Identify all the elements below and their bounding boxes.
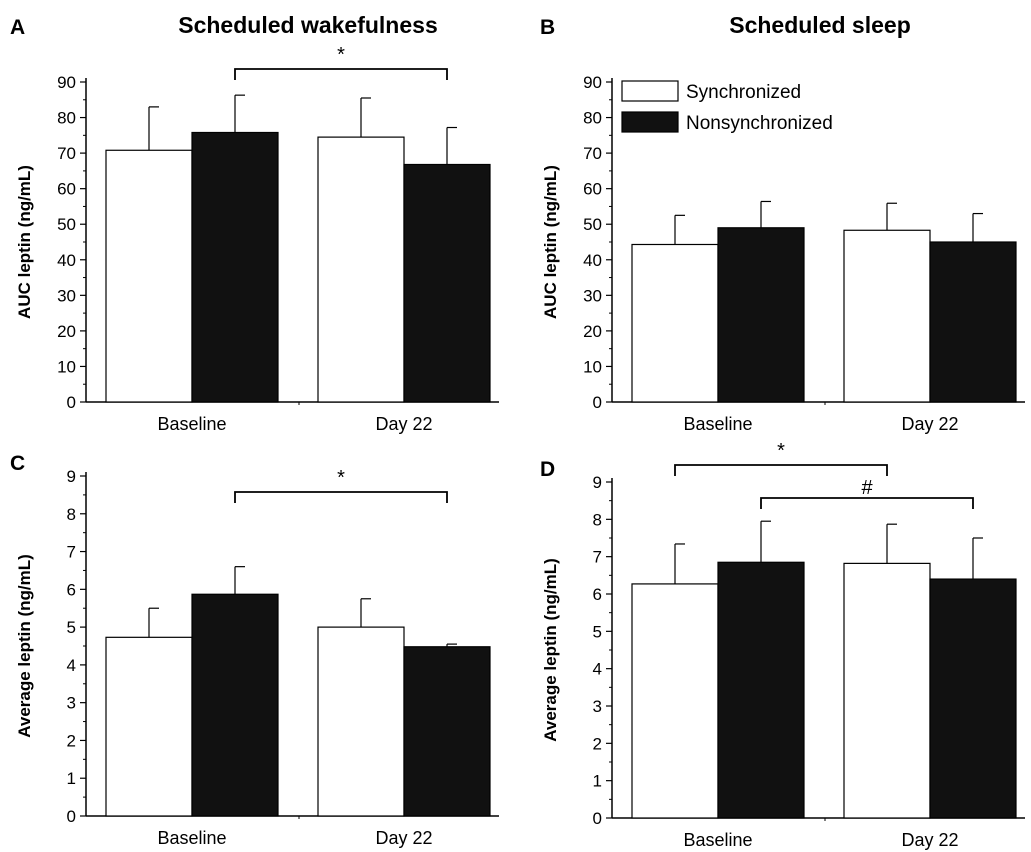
y-tick-label: 90 bbox=[57, 73, 76, 92]
y-tick-label: 30 bbox=[583, 286, 602, 305]
legend-swatch bbox=[621, 111, 679, 133]
significance-label: * bbox=[337, 467, 345, 489]
bar bbox=[631, 583, 719, 819]
y-tick-label: 0 bbox=[593, 393, 602, 412]
y-tick-label: 70 bbox=[583, 144, 602, 163]
y-tick-label: 60 bbox=[583, 180, 602, 199]
y-tick-label: 70 bbox=[57, 144, 76, 163]
y-tick-label: 4 bbox=[67, 656, 76, 675]
y-tick-label: 50 bbox=[57, 215, 76, 234]
bar bbox=[403, 646, 491, 817]
bar bbox=[929, 578, 1017, 819]
category-label: Day 22 bbox=[901, 414, 958, 434]
y-tick-label: 10 bbox=[57, 357, 76, 376]
y-tick-label: 2 bbox=[593, 734, 602, 753]
bar bbox=[317, 136, 405, 403]
y-tick-label: 1 bbox=[593, 772, 602, 791]
bar bbox=[843, 562, 931, 819]
y-tick-label: 0 bbox=[67, 807, 76, 826]
category-label: Day 22 bbox=[901, 830, 958, 850]
y-tick-label: 20 bbox=[57, 322, 76, 341]
y-tick-label: 30 bbox=[57, 286, 76, 305]
y-tick-label: 9 bbox=[593, 473, 602, 492]
y-tick-label: 0 bbox=[67, 393, 76, 412]
bar bbox=[631, 243, 719, 403]
category-label: Baseline bbox=[683, 830, 752, 850]
y-tick-label: 7 bbox=[67, 543, 76, 562]
significance-bracket bbox=[234, 68, 448, 80]
bar bbox=[105, 636, 193, 817]
y-tick-label: 7 bbox=[593, 548, 602, 567]
significance-label: # bbox=[861, 477, 873, 499]
y-tick-label: 8 bbox=[67, 505, 76, 524]
legend-label: Nonsynchronized bbox=[686, 113, 833, 134]
y-tick-label: 3 bbox=[593, 697, 602, 716]
y-tick-label: 9 bbox=[67, 467, 76, 486]
significance-bracket bbox=[760, 497, 974, 509]
category-label: Day 22 bbox=[375, 828, 432, 848]
y-tick-label: 5 bbox=[67, 618, 76, 637]
category-label: Baseline bbox=[157, 828, 226, 848]
panel-C: C Average leptin (ng/mL) 0 1 2 3 4 5 6 7 8 9 Baselin… bbox=[10, 452, 499, 848]
panel-D: D Average leptin (ng/mL) 0 1 2 3 4 5 6 7 8 9 Baselin… bbox=[540, 440, 1025, 850]
column-title-sleep: Scheduled sleep bbox=[729, 12, 911, 38]
y-tick-label: 0 bbox=[593, 809, 602, 828]
bar bbox=[403, 163, 491, 403]
y-tick-label: 3 bbox=[67, 694, 76, 713]
significance-label: * bbox=[337, 44, 345, 66]
y-tick-label: 40 bbox=[57, 251, 76, 270]
category-label: Day 22 bbox=[375, 414, 432, 434]
y-tick-label: 10 bbox=[583, 357, 602, 376]
significance-bracket bbox=[234, 491, 448, 503]
significance-bracket bbox=[674, 464, 888, 476]
y-tick-label: 80 bbox=[57, 109, 76, 128]
y-axis-label: AUC leptin (ng/mL) bbox=[541, 165, 560, 319]
panel-letter: C bbox=[10, 452, 25, 475]
panel-B: B AUC leptin (ng/mL) 0 10 20 30 40 50 60 70 80 90 Ba… bbox=[540, 16, 1025, 434]
y-axis-label: Average leptin (ng/mL) bbox=[541, 558, 560, 742]
category-label: Baseline bbox=[683, 414, 752, 434]
y-tick-label: 90 bbox=[583, 73, 602, 92]
legend-label: Synchronized bbox=[686, 82, 801, 103]
y-tick-label: 6 bbox=[67, 580, 76, 599]
panel-A: A AUC leptin (ng/mL) 0 10 20 30 40 50 60 70 80 90 Ba… bbox=[10, 16, 499, 434]
y-tick-label: 8 bbox=[593, 510, 602, 529]
y-tick-label: 40 bbox=[583, 251, 602, 270]
significance-label: * bbox=[777, 440, 785, 462]
bar bbox=[105, 149, 193, 403]
bar bbox=[191, 131, 279, 403]
bar bbox=[317, 626, 405, 817]
y-tick-label: 20 bbox=[583, 322, 602, 341]
y-axis-label: Average leptin (ng/mL) bbox=[15, 554, 34, 738]
bar bbox=[717, 227, 805, 403]
y-tick-label: 50 bbox=[583, 215, 602, 234]
panel-letter: D bbox=[540, 458, 555, 481]
legend-swatch bbox=[621, 80, 679, 102]
y-tick-label: 60 bbox=[57, 180, 76, 199]
y-tick-label: 4 bbox=[593, 660, 602, 679]
bar bbox=[929, 241, 1017, 403]
y-tick-label: 80 bbox=[583, 109, 602, 128]
panel-letter: A bbox=[10, 16, 25, 39]
y-tick-label: 5 bbox=[593, 622, 602, 641]
bar bbox=[717, 561, 805, 819]
bar bbox=[843, 229, 931, 403]
y-axis-label: AUC leptin (ng/mL) bbox=[15, 165, 34, 319]
bar bbox=[191, 593, 279, 817]
y-tick-label: 2 bbox=[67, 731, 76, 750]
column-title-wakefulness: Scheduled wakefulness bbox=[178, 12, 437, 38]
y-tick-label: 6 bbox=[593, 585, 602, 604]
category-label: Baseline bbox=[157, 414, 226, 434]
panel-letter: B bbox=[540, 16, 555, 39]
y-tick-label: 1 bbox=[67, 769, 76, 788]
